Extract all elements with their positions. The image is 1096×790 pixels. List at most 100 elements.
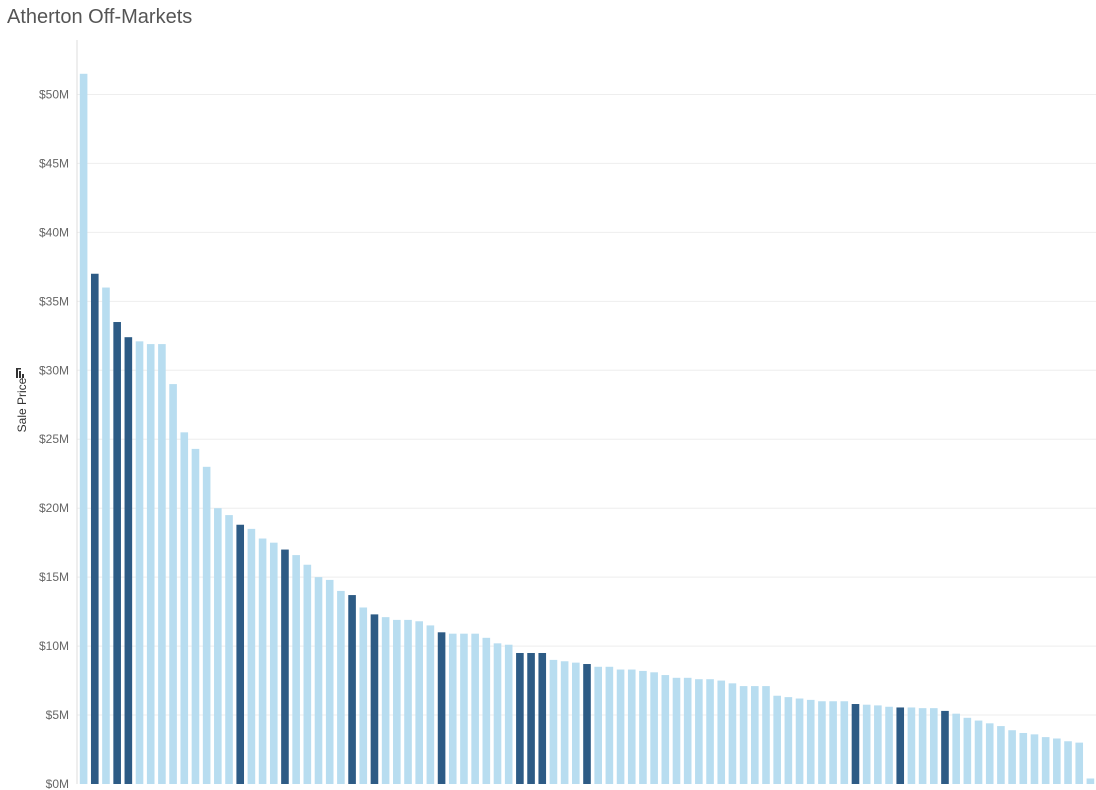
- y-axis-title-group: Sale Price: [15, 368, 29, 432]
- y-tick-label: $35M: [39, 294, 69, 308]
- bar[interactable]: [348, 595, 356, 784]
- bar[interactable]: [851, 704, 860, 784]
- bar[interactable]: [695, 679, 703, 784]
- bar[interactable]: [1019, 732, 1028, 784]
- bar[interactable]: [460, 633, 468, 784]
- bar[interactable]: [1030, 734, 1039, 784]
- bar[interactable]: [739, 686, 748, 784]
- bar[interactable]: [90, 273, 99, 784]
- bar[interactable]: [885, 706, 893, 784]
- bar[interactable]: [874, 705, 882, 784]
- bar[interactable]: [806, 699, 815, 784]
- bar[interactable]: [158, 344, 166, 784]
- bar[interactable]: [538, 652, 547, 784]
- bar[interactable]: [381, 617, 390, 784]
- bars: [79, 73, 1095, 785]
- bar[interactable]: [426, 625, 435, 784]
- bar[interactable]: [572, 662, 580, 784]
- bar[interactable]: [941, 710, 949, 784]
- bar[interactable]: [225, 515, 233, 784]
- sort-icon[interactable]: [16, 368, 24, 378]
- y-axis-title[interactable]: Sale Price: [15, 377, 29, 432]
- bar[interactable]: [784, 697, 793, 784]
- bar[interactable]: [773, 695, 781, 784]
- bar[interactable]: [751, 686, 759, 784]
- bar[interactable]: [269, 542, 278, 784]
- bar[interactable]: [393, 619, 401, 784]
- bar[interactable]: [527, 652, 535, 784]
- bar[interactable]: [829, 701, 837, 784]
- bar[interactable]: [113, 322, 121, 784]
- bar[interactable]: [1086, 778, 1095, 784]
- bar[interactable]: [952, 713, 960, 784]
- bar[interactable]: [795, 698, 804, 785]
- y-tick-label: $20M: [39, 501, 69, 515]
- bar[interactable]: [448, 633, 457, 784]
- bar[interactable]: [650, 672, 658, 784]
- bar[interactable]: [997, 726, 1005, 784]
- bar[interactable]: [683, 677, 692, 784]
- bar[interactable]: [493, 643, 502, 784]
- bar[interactable]: [974, 720, 983, 784]
- bar[interactable]: [482, 637, 491, 784]
- bar[interactable]: [191, 448, 200, 784]
- y-tick-label: $10M: [39, 639, 69, 653]
- bar[interactable]: [504, 644, 513, 784]
- bar[interactable]: [762, 686, 770, 784]
- bar[interactable]: [247, 528, 256, 784]
- bar[interactable]: [706, 679, 714, 784]
- bar[interactable]: [627, 669, 636, 784]
- bar[interactable]: [437, 632, 446, 784]
- y-tick-label: $30M: [39, 363, 69, 377]
- bar[interactable]: [79, 73, 88, 785]
- bar[interactable]: [1053, 738, 1061, 784]
- bar[interactable]: [818, 701, 826, 784]
- bar[interactable]: [549, 659, 558, 784]
- bar[interactable]: [202, 466, 211, 784]
- bar[interactable]: [325, 579, 334, 784]
- bar[interactable]: [1008, 730, 1016, 784]
- bar[interactable]: [840, 701, 849, 784]
- bar[interactable]: [963, 717, 972, 784]
- bar[interactable]: [281, 549, 289, 784]
- bar[interactable]: [359, 607, 368, 784]
- bar[interactable]: [616, 669, 625, 784]
- bar[interactable]: [583, 664, 591, 784]
- bar[interactable]: [415, 621, 423, 784]
- bar[interactable]: [639, 670, 647, 784]
- bar[interactable]: [929, 708, 938, 784]
- bar[interactable]: [102, 287, 110, 784]
- bar[interactable]: [292, 555, 300, 784]
- bar[interactable]: [236, 524, 245, 784]
- bar[interactable]: [146, 344, 155, 784]
- bar[interactable]: [985, 723, 994, 784]
- bar[interactable]: [605, 666, 614, 784]
- bar[interactable]: [471, 633, 479, 784]
- bar[interactable]: [135, 341, 144, 784]
- bar[interactable]: [404, 619, 412, 784]
- bar[interactable]: [370, 614, 379, 784]
- bar[interactable]: [314, 577, 323, 784]
- bar[interactable]: [594, 666, 602, 784]
- bar[interactable]: [169, 384, 177, 784]
- bar[interactable]: [1041, 737, 1050, 784]
- bar[interactable]: [560, 661, 569, 784]
- bar[interactable]: [862, 704, 871, 784]
- bar[interactable]: [1064, 741, 1072, 784]
- bar[interactable]: [661, 675, 670, 784]
- y-tick-label: $15M: [39, 570, 69, 584]
- bar[interactable]: [258, 538, 267, 784]
- bar[interactable]: [337, 590, 345, 784]
- bar[interactable]: [516, 652, 524, 784]
- bar[interactable]: [896, 707, 905, 784]
- bar[interactable]: [214, 508, 222, 784]
- bar[interactable]: [918, 708, 927, 784]
- bar[interactable]: [672, 677, 681, 784]
- bar[interactable]: [728, 683, 737, 784]
- bar[interactable]: [124, 337, 133, 784]
- bar[interactable]: [717, 680, 726, 784]
- bar[interactable]: [180, 432, 189, 784]
- bar[interactable]: [1075, 742, 1084, 784]
- bar[interactable]: [303, 564, 312, 784]
- bar[interactable]: [907, 707, 916, 784]
